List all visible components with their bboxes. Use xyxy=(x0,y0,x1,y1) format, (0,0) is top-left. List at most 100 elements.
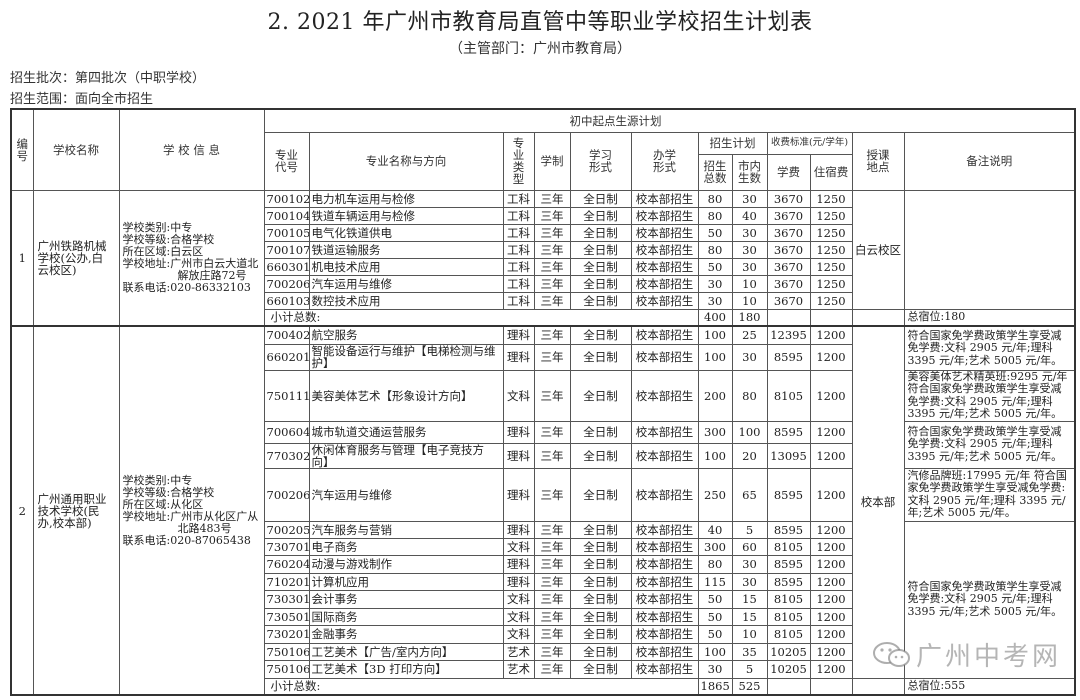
dorm-fee: 1200 xyxy=(809,369,853,422)
run-form: 校本部招生 xyxy=(630,625,699,644)
run-form: 校本部招生 xyxy=(630,642,699,661)
study-form: 全日制 xyxy=(569,223,632,242)
school-info-line: 学校等级:合格学校 xyxy=(122,232,215,246)
header-enroll-local: 市内生数 xyxy=(731,153,768,191)
enroll-local: 30 xyxy=(731,223,768,242)
major-name: 铁道运输服务 xyxy=(308,240,504,259)
empty-cell xyxy=(766,308,811,327)
subtotal-row: 小计总数: 1865 525 总宿位:555 xyxy=(11,677,1076,696)
school-info-line: 学校地址:广州市从化区广从北路483号 xyxy=(122,509,259,535)
subtotal-enroll-local: 525 xyxy=(731,677,768,696)
enroll-total: 300 xyxy=(697,537,733,556)
subtotal-label: 小计总数: xyxy=(263,308,699,327)
major-name: 汽车运用与维修 xyxy=(308,274,504,293)
duration: 三年 xyxy=(533,274,571,293)
dorm-fee: 1200 xyxy=(809,607,853,626)
header-major: 专业名称与方向 xyxy=(308,131,504,191)
enroll-total: 40 xyxy=(697,520,733,539)
major-name: 铁道车辆运用与检修 xyxy=(308,206,504,225)
dorm-fee: 1200 xyxy=(809,442,853,469)
dorm-fee: 1200 xyxy=(809,520,853,539)
tuition-fee: 8595 xyxy=(766,555,811,574)
remark: 符合国家免学费政策学生享受减免学费:文科 2905 元/年;理科 3395 元/… xyxy=(903,325,1076,371)
major-code: 700206 xyxy=(263,274,310,293)
duration: 三年 xyxy=(533,572,571,591)
major-code: 730301 xyxy=(263,590,310,609)
subtotal-enroll-local: 180 xyxy=(731,308,768,327)
subtotal-label: 小计总数: xyxy=(263,677,699,696)
empty-cell xyxy=(809,308,853,327)
study-form: 全日制 xyxy=(569,625,632,644)
duration: 三年 xyxy=(533,442,571,469)
run-form: 校本部招生 xyxy=(630,660,699,679)
run-form: 校本部招生 xyxy=(630,420,699,444)
header-tuition: 学费 xyxy=(766,153,811,191)
enroll-local: 80 xyxy=(731,369,768,422)
major-name: 机电技术应用 xyxy=(308,257,504,276)
enroll-total: 50 xyxy=(697,223,733,242)
run-form: 校本部招生 xyxy=(630,325,699,345)
major-code: 660301 xyxy=(263,257,310,276)
dorm-fee: 1200 xyxy=(809,660,853,679)
enroll-total: 100 xyxy=(697,442,733,469)
enroll-local: 30 xyxy=(731,257,768,276)
run-form: 校本部招生 xyxy=(630,291,699,310)
table-row: 730701 电子商务 文科 三年 全日制 校本部招生 300 60 8105 1200 xyxy=(11,537,1075,556)
enroll-total: 115 xyxy=(697,572,733,591)
major-name: 数控技术应用 xyxy=(308,291,504,310)
duration: 三年 xyxy=(533,555,571,574)
dorm-fee: 1250 xyxy=(809,291,853,310)
school-info-line: 学校类别:中专 xyxy=(122,220,193,234)
study-form: 全日制 xyxy=(569,420,632,444)
run-form: 校本部招生 xyxy=(630,590,699,609)
run-form: 校本部招生 xyxy=(630,343,699,371)
school-info: 学校类别:中专 学校等级:合格学校 所在区域:白云区 学校地址:广州市白云大道北解放庄… xyxy=(118,189,265,327)
tuition-fee: 3670 xyxy=(766,291,811,310)
study-form: 全日制 xyxy=(569,572,632,591)
major-name: 工艺美术【广告/室内方向】 xyxy=(308,642,504,661)
tuition-fee: 8595 xyxy=(766,343,811,371)
school-info: 学校类别:中专 学校等级:合格学校 所在区域:从化区 学校地址:广州市从化区广从北路4… xyxy=(118,325,265,696)
school-info-line: 学校地址:广州市白云大道北解放庄路72号 xyxy=(122,256,259,282)
table-row: 770302 休闲体育服务与管理【电子竞技方向】 理科 三年 全日制 校本部招生 100 20… xyxy=(11,442,1075,469)
tuition-fee: 3670 xyxy=(766,223,811,242)
run-form: 校本部招生 xyxy=(630,442,699,469)
major-code: 730701 xyxy=(263,537,310,556)
enroll-local: 25 xyxy=(731,325,768,345)
major-type: 文科 xyxy=(502,607,535,626)
enroll-total: 80 xyxy=(697,189,733,208)
dorm-fee: 1200 xyxy=(809,590,853,609)
major-name: 电子商务 xyxy=(308,537,504,556)
header-enroll-group: 招生计划 xyxy=(697,131,768,155)
dorm-fee: 1200 xyxy=(809,537,853,556)
dorm-fee: 1250 xyxy=(809,257,853,276)
run-form: 校本部招生 xyxy=(630,274,699,293)
enroll-total: 80 xyxy=(697,555,733,574)
table-row: 710201 计算机应用 理科 三年 全日制 校本部招生 115 30 8595 1200 xyxy=(11,572,1075,591)
table-body: 1 广州铁路机械学校(公办,白云校区) 学校类别:中专 学校等级:合格学校 所在区域:白… xyxy=(10,189,1076,696)
school-name: 广州通用职业技术学校(民办,校本部) xyxy=(32,325,120,696)
enroll-local: 30 xyxy=(731,555,768,574)
duration: 三年 xyxy=(533,325,571,345)
duration: 三年 xyxy=(533,467,571,522)
dorm-fee: 1250 xyxy=(809,223,853,242)
enroll-local: 40 xyxy=(731,206,768,225)
enroll-local: 60 xyxy=(731,537,768,556)
school-number: 1 xyxy=(10,189,34,327)
study-form: 全日制 xyxy=(569,240,632,259)
enroll-local: 65 xyxy=(731,467,768,522)
major-type: 理科 xyxy=(502,420,535,444)
remark: 符合国家免学费政策学生享受减免学费:文科 2905 元/年;理科 3395 元/… xyxy=(903,520,1076,679)
run-form: 校本部招生 xyxy=(630,607,699,626)
study-form: 全日制 xyxy=(569,607,632,626)
header-code: 专业代号 xyxy=(263,131,310,191)
enroll-local: 30 xyxy=(731,240,768,259)
tuition-fee: 10205 xyxy=(766,642,811,661)
enroll-total: 50 xyxy=(697,257,733,276)
school-info-line: 学校类别:中专 xyxy=(122,473,193,487)
major-code: 730201 xyxy=(263,625,310,644)
subtotal-enroll-total: 400 xyxy=(697,308,733,327)
enroll-local: 30 xyxy=(731,343,768,371)
major-name: 国际商务 xyxy=(308,607,504,626)
total-beds: 总宿位:555 xyxy=(903,677,1076,696)
